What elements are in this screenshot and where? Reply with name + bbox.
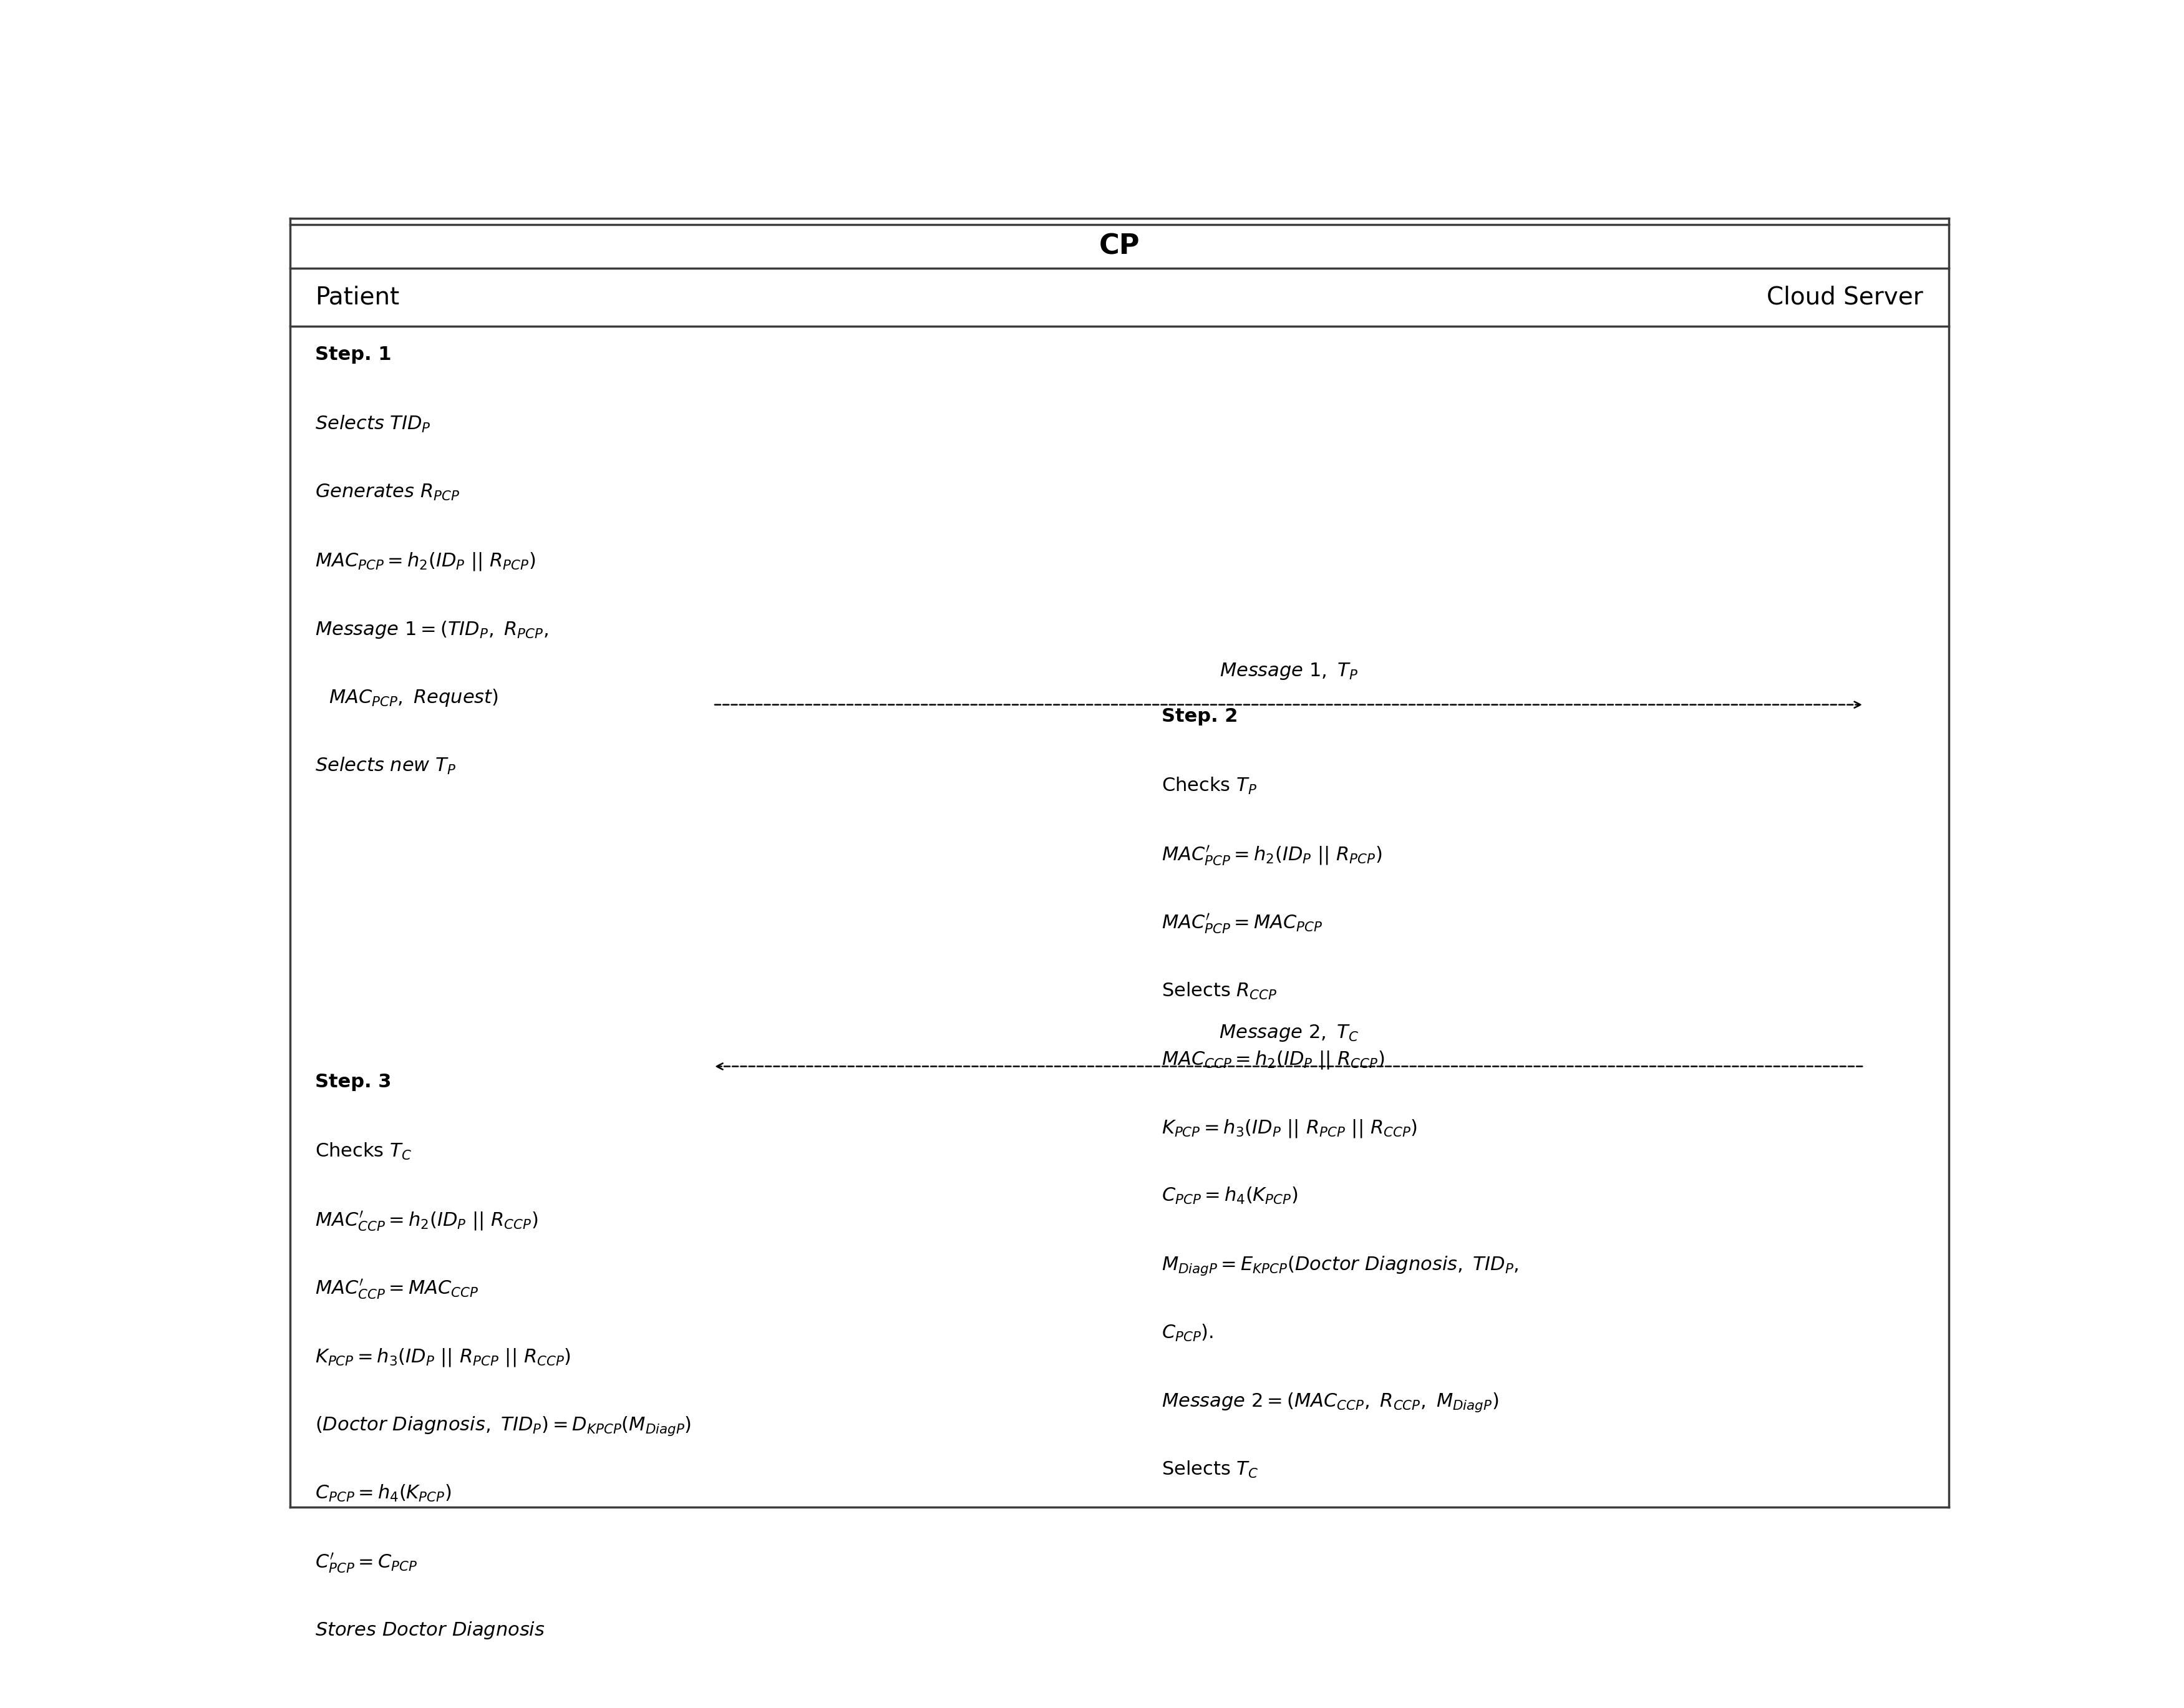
- Text: $MAC_{PCP},\ Request)$: $MAC_{PCP},\ Request)$: [330, 688, 498, 709]
- Text: CP: CP: [1099, 232, 1140, 260]
- Text: Patient: Patient: [314, 285, 400, 309]
- Text: $MAC_{PCP}' = h_2(ID_P\ ||\ R_{PCP})$: $MAC_{PCP}' = h_2(ID_P\ ||\ R_{PCP})$: [1162, 844, 1382, 868]
- Text: $Stores\ Doctor\ Diagnosis$: $Stores\ Doctor\ Diagnosis$: [314, 1621, 546, 1641]
- Text: Generates $R_{PCP}$: Generates $R_{PCP}$: [314, 482, 461, 502]
- Text: $MAC_{PCP} = h_2(ID_P\ ||\ R_{PCP})$: $MAC_{PCP} = h_2(ID_P\ ||\ R_{PCP})$: [314, 552, 535, 572]
- Text: $Message\ 1 = (TID_P,\ R_{PCP},$: $Message\ 1 = (TID_P,\ R_{PCP},$: [314, 620, 548, 640]
- Text: Cloud Server: Cloud Server: [1767, 285, 1924, 309]
- Text: $C_{PCP}' = C_{PCP}$: $C_{PCP}' = C_{PCP}$: [314, 1551, 417, 1575]
- Text: Step. 3: Step. 3: [314, 1073, 391, 1091]
- Text: Checks $T_P$: Checks $T_P$: [1162, 775, 1258, 796]
- Text: $C_{PCP} = h_4(K_{PCP})$: $C_{PCP} = h_4(K_{PCP})$: [1162, 1185, 1297, 1206]
- Text: $C_{PCP} = h_4(K_{PCP})$: $C_{PCP} = h_4(K_{PCP})$: [314, 1483, 452, 1503]
- Text: $Message\ 1,\ T_P$: $Message\ 1,\ T_P$: [1219, 661, 1358, 681]
- Text: $K_{PCP} = h_3(ID_P\ ||\ R_{PCP}\ ||\ R_{CCP})$: $K_{PCP} = h_3(ID_P\ ||\ R_{PCP}\ ||\ R_…: [1162, 1117, 1417, 1139]
- Text: $MAC_{CCP} = h_2(ID_P\ ||\ R_{CCP})$: $MAC_{CCP} = h_2(ID_P\ ||\ R_{CCP})$: [1162, 1049, 1385, 1071]
- Text: Selects $TID_P$: Selects $TID_P$: [314, 413, 430, 434]
- Text: $M_{DiagP} = E_{KPCP}(Doctor\ Diagnosis,\ TID_P,$: $M_{DiagP} = E_{KPCP}(Doctor\ Diagnosis,…: [1162, 1254, 1518, 1278]
- Text: $Message\ 2 = (MAC_{CCP},\ R_{CCP},\ M_{DiagP})$: $Message\ 2 = (MAC_{CCP},\ R_{CCP},\ M_{…: [1162, 1392, 1498, 1414]
- Text: Selects $T_C$: Selects $T_C$: [1162, 1460, 1258, 1479]
- Text: $MAC_{PCP}' = MAC_{PCP}$: $MAC_{PCP}' = MAC_{PCP}$: [1162, 912, 1324, 936]
- Text: Selects $new\ T_P$: Selects $new\ T_P$: [314, 757, 456, 775]
- Text: $K_{PCP} = h_3(ID_P\ ||\ R_{PCP}\ ||\ R_{CCP})$: $K_{PCP} = h_3(ID_P\ ||\ R_{PCP}\ ||\ R_…: [314, 1346, 572, 1368]
- Text: $Message\ 2,\ T_C$: $Message\ 2,\ T_C$: [1219, 1023, 1358, 1042]
- Text: Checks $T_C$: Checks $T_C$: [314, 1141, 413, 1161]
- Text: Step. 2: Step. 2: [1162, 707, 1238, 726]
- Text: Step. 1: Step. 1: [314, 345, 391, 364]
- Text: $(Doctor\ Diagnosis,\ TID_P) = D_{KPCP}(M_{DiagP})$: $(Doctor\ Diagnosis,\ TID_P) = D_{KPCP}(…: [314, 1414, 692, 1438]
- Text: $MAC_{CCP}' = h_2(ID_P\ ||\ R_{CCP})$: $MAC_{CCP}' = h_2(ID_P\ ||\ R_{CCP})$: [314, 1209, 539, 1233]
- Text: $C_{PCP}).$: $C_{PCP}).$: [1162, 1324, 1214, 1342]
- Text: $MAC_{CCP}' = MAC_{CCP}$: $MAC_{CCP}' = MAC_{CCP}$: [314, 1278, 478, 1301]
- Text: Selects $R_{CCP}$: Selects $R_{CCP}$: [1162, 980, 1278, 1001]
